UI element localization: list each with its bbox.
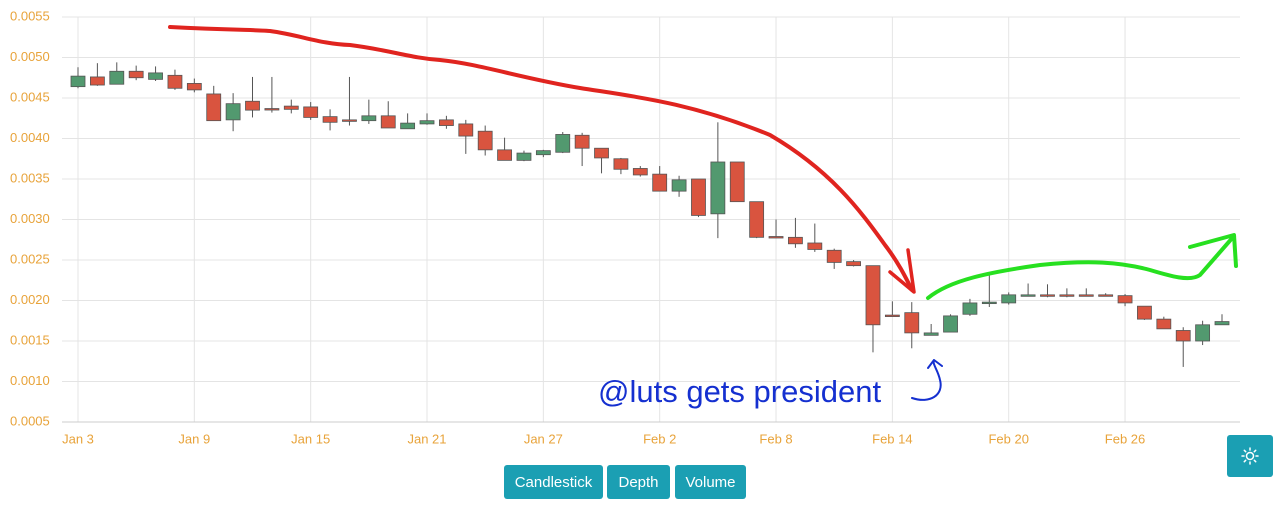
candle-body (225, 103, 241, 121)
candle-body (497, 149, 512, 161)
candle-body (962, 302, 978, 315)
candle-body (1001, 294, 1017, 304)
green-arrowhead (1188, 233, 1238, 268)
candle-body (904, 312, 920, 334)
green-arrow (926, 234, 1236, 300)
candle-body (342, 119, 357, 122)
candle-body (1137, 305, 1152, 320)
candle-body (574, 134, 590, 149)
volume-button[interactable]: Volume (675, 465, 746, 499)
y-tick-label: 0.0025 (10, 251, 50, 266)
candle-body (516, 152, 532, 161)
candle-body (807, 242, 823, 250)
blue-arrow (911, 359, 943, 401)
y-tick-label: 0.0045 (10, 89, 50, 104)
y-tick-label: 0.0015 (10, 332, 50, 347)
candle-body (1020, 294, 1036, 297)
candle-body (109, 70, 125, 85)
candle-body (555, 134, 571, 153)
candle-body (671, 179, 687, 192)
y-tick-label: 0.0005 (10, 413, 50, 428)
candle-body (884, 314, 900, 317)
candle-body (1078, 294, 1094, 297)
candle-body (1098, 294, 1114, 297)
candle-body (322, 116, 338, 123)
candle-body (477, 130, 493, 151)
y-tick-label: 0.0040 (10, 130, 50, 145)
depth-button[interactable]: Depth (607, 465, 670, 499)
candle-body (70, 75, 86, 88)
theme-toggle[interactable] (1227, 435, 1273, 477)
candle-body (439, 119, 454, 126)
candle-body (632, 168, 648, 176)
x-tick-label: Feb 26 (1105, 431, 1145, 446)
y-tick-label: 0.0050 (10, 49, 50, 64)
candle-body (923, 332, 939, 336)
y-tick-label: 0.0035 (10, 170, 50, 185)
candle-body (148, 72, 163, 80)
x-tick-label: Feb 14 (872, 431, 912, 446)
candle-body (826, 249, 842, 263)
candle-body (981, 301, 997, 305)
candle-body (594, 147, 609, 159)
y-tick-label: 0.0010 (10, 373, 50, 388)
x-tick-label: Feb 20 (988, 431, 1028, 446)
candle-body (768, 236, 784, 239)
candle-body (729, 161, 745, 203)
candle-body (613, 158, 629, 170)
candle-body (1156, 318, 1172, 330)
candle-body (361, 115, 377, 122)
candle-body (652, 173, 668, 192)
red-arrow (168, 25, 914, 292)
x-tick-label: Feb 8 (759, 431, 792, 446)
candle-body (943, 315, 958, 333)
candle-body (1040, 294, 1055, 297)
candle-body (710, 161, 726, 215)
candle-body (380, 115, 396, 129)
sun-icon (1241, 447, 1259, 465)
y-tick-label: 0.0020 (10, 292, 50, 307)
x-tick-label: Jan 15 (291, 431, 330, 446)
candle-body (1059, 294, 1075, 297)
candle-body (458, 123, 474, 137)
candle-body (535, 150, 551, 156)
candle-body (749, 201, 765, 238)
candle-body (128, 70, 144, 79)
candle-body (89, 76, 105, 86)
y-tick-label: 0.0055 (10, 8, 50, 23)
candle-body (846, 261, 861, 267)
candle-body (186, 83, 202, 91)
candlestick-button[interactable]: Candlestick (504, 465, 603, 499)
candle-body (419, 120, 435, 125)
candle-body (691, 178, 706, 216)
candle-body (1195, 324, 1211, 342)
annotation: @luts gets president (598, 374, 881, 409)
candle-body (245, 100, 260, 111)
candle-body (283, 105, 299, 110)
x-tick-label: Jan 27 (524, 431, 563, 446)
candle-body (167, 74, 183, 89)
x-tick-label: Feb 2 (643, 431, 676, 446)
candle-body (1117, 295, 1133, 304)
candle-body (788, 236, 803, 245)
x-tick-label: Jan 21 (407, 431, 446, 446)
x-tick-label: Jan 3 (62, 431, 94, 446)
candle-body (1214, 321, 1230, 326)
candle-body (264, 108, 280, 111)
candle-body (400, 122, 416, 130)
candle-body (1175, 330, 1191, 342)
candle-body (206, 93, 222, 122)
candle-body (303, 106, 319, 118)
y-tick-label: 0.0030 (10, 211, 50, 226)
x-tick-label: Jan 9 (178, 431, 210, 446)
red-arrowhead (888, 248, 916, 294)
candle-body (865, 265, 881, 326)
